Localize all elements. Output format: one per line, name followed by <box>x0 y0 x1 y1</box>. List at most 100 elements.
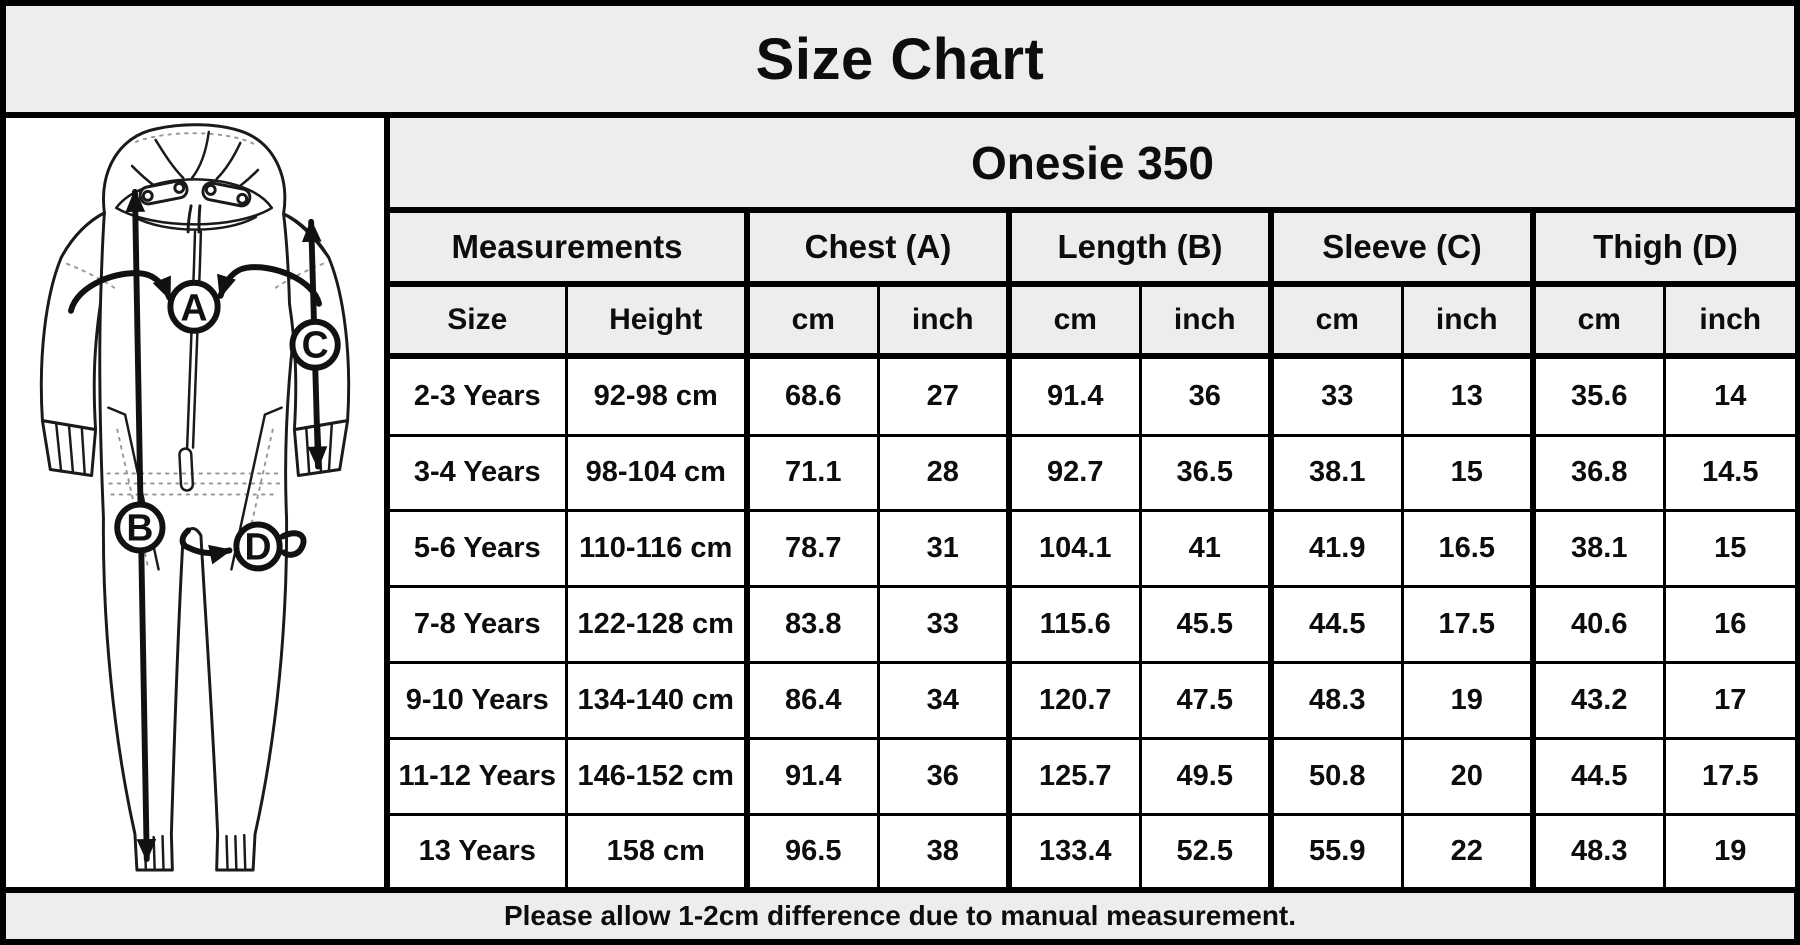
figure-panel: A B C D <box>6 118 390 887</box>
height-cell: 134-140 cm <box>564 661 749 740</box>
col-group-sleeve: Sleeve (C) <box>1268 208 1535 287</box>
length-inch-cell: 41 <box>1138 509 1273 589</box>
length-cm-cell: 104.1 <box>1006 509 1142 589</box>
length-cm-cell: 91.4 <box>1006 354 1142 437</box>
thigh-inch-cell: 15 <box>1662 509 1795 589</box>
sleeve-badge-letter: C <box>302 323 329 365</box>
size-cell: 11-12 Years <box>390 736 568 816</box>
sleeve-inch-cell: 17.5 <box>1400 585 1535 665</box>
size-cell: 13 Years <box>390 812 568 887</box>
height-cell: 98-104 cm <box>564 433 749 513</box>
length-badge-circle <box>114 501 166 554</box>
thigh-cm-cell: 43.2 <box>1530 661 1666 740</box>
footer-band: Please allow 1-2cm difference due to man… <box>6 887 1794 939</box>
length-cm-cell: 125.7 <box>1006 736 1142 816</box>
length-inch-cell: 52.5 <box>1138 812 1273 887</box>
length-inch-cell: 47.5 <box>1138 661 1273 740</box>
thigh-inch-cell: 16 <box>1662 585 1795 665</box>
sleeve-cm-cell: 33 <box>1268 354 1404 437</box>
thigh-badge-circle <box>233 521 283 572</box>
right-pocket <box>230 406 283 571</box>
col-height: Height <box>564 282 749 359</box>
title-band: Size Chart <box>6 6 1794 118</box>
thigh-measure-arrow <box>179 530 230 553</box>
col-sleeve-cm: cm <box>1268 282 1404 359</box>
thigh-inch-cell: 14 <box>1662 354 1795 437</box>
table-row: 5-6 Years 110-116 cm 78.7 31 104.1 41 41… <box>390 509 1795 589</box>
length-cm-cell: 133.4 <box>1006 812 1142 887</box>
chest-inch-cell: 33 <box>876 585 1011 665</box>
thigh-inch-cell: 14.5 <box>1662 433 1795 513</box>
sleeve-inch-cell: 20 <box>1400 736 1535 816</box>
chest-inch-cell: 38 <box>876 812 1011 887</box>
col-group-length: Length (B) <box>1006 208 1273 287</box>
thigh-cm-cell: 36.8 <box>1530 433 1666 513</box>
product-title-row: Onesie 350 <box>390 118 1795 213</box>
size-cell: 2-3 Years <box>390 354 568 437</box>
table-row: 7-8 Years 122-128 cm 83.8 33 115.6 45.5 … <box>390 585 1795 665</box>
chest-cm-cell: 91.4 <box>744 736 880 816</box>
height-cell: 122-128 cm <box>564 585 749 665</box>
thigh-cm-cell: 40.6 <box>1530 585 1666 665</box>
height-cell: 110-116 cm <box>564 509 749 589</box>
length-inch-cell: 36 <box>1138 354 1273 437</box>
length-inch-cell: 49.5 <box>1138 736 1273 816</box>
sleeve-inch-cell: 15 <box>1400 433 1535 513</box>
thigh-badge-letter: D <box>244 525 271 567</box>
measurement-badges: A B C D <box>114 279 341 572</box>
chest-badge-letter: A <box>181 286 208 328</box>
thigh-measure-hook <box>279 530 307 558</box>
sleeve-cm-cell: 44.5 <box>1268 585 1404 665</box>
col-size: Size <box>390 282 568 359</box>
length-inch-cell: 45.5 <box>1138 585 1273 665</box>
chest-cm-cell: 83.8 <box>744 585 880 665</box>
chest-inch-cell: 34 <box>876 661 1011 740</box>
table-row: 3-4 Years 98-104 cm 71.1 28 92.7 36.5 38… <box>390 433 1795 513</box>
thigh-inch-cell: 17.5 <box>1662 736 1795 816</box>
col-thigh-inch: inch <box>1662 282 1795 359</box>
height-cell: 158 cm <box>564 812 749 887</box>
table-row: 2-3 Years 92-98 cm 68.6 27 91.4 36 33 13… <box>390 354 1795 437</box>
col-length-inch: inch <box>1138 282 1273 359</box>
col-group-measurements: Measurements <box>390 208 749 287</box>
chest-inch-cell: 36 <box>876 736 1011 816</box>
col-group-chest: Chest (A) <box>744 208 1011 287</box>
sleeve-badge-circle <box>289 318 341 371</box>
sleeve-cm-cell: 48.3 <box>1268 661 1404 740</box>
col-group-thigh: Thigh (D) <box>1530 208 1795 287</box>
table-row: 13 Years 158 cm 96.5 38 133.4 52.5 55.9 … <box>390 812 1795 887</box>
sub-header-row: Size Height cm inch cm inch cm inch cm i… <box>390 282 1795 359</box>
chest-badge-circle <box>167 279 221 334</box>
chest-inch-cell: 31 <box>876 509 1011 589</box>
drawstring-toggles <box>138 179 252 234</box>
size-cell: 3-4 Years <box>390 433 568 513</box>
chest-cm-cell: 68.6 <box>744 354 880 437</box>
sleeve-inch-cell: 22 <box>1400 812 1535 887</box>
chest-cm-cell: 96.5 <box>744 812 880 887</box>
left-sleeve <box>39 211 106 432</box>
sleeve-cm-cell: 41.9 <box>1268 509 1404 589</box>
size-cell: 5-6 Years <box>390 509 568 589</box>
length-cm-cell: 120.7 <box>1006 661 1142 740</box>
col-sleeve-inch: inch <box>1400 282 1535 359</box>
size-cell: 9-10 Years <box>390 661 568 740</box>
chest-cm-cell: 71.1 <box>744 433 880 513</box>
height-cell: 92-98 cm <box>564 354 749 437</box>
height-cell: 146-152 cm <box>564 736 749 816</box>
chest-cm-cell: 86.4 <box>744 661 880 740</box>
col-length-cm: cm <box>1006 282 1142 359</box>
main-area: A B C D <box>6 118 1795 887</box>
sleeve-inch-cell: 16.5 <box>1400 509 1535 589</box>
thigh-cm-cell: 48.3 <box>1530 812 1666 887</box>
sleeve-inch-cell: 19 <box>1400 661 1535 740</box>
table-row: 11-12 Years 146-152 cm 91.4 36 125.7 49.… <box>390 736 1795 816</box>
thigh-cm-cell: 44.5 <box>1530 736 1666 816</box>
sleeve-inch-cell: 13 <box>1400 354 1535 437</box>
length-badge-letter: B <box>126 506 153 548</box>
measurement-note: Please allow 1-2cm difference due to man… <box>503 900 1297 931</box>
sleeve-cm-cell: 50.8 <box>1268 736 1404 816</box>
product-title: Onesie 350 <box>390 118 1795 213</box>
zipper <box>178 230 203 492</box>
thigh-inch-cell: 17 <box>1662 661 1795 740</box>
